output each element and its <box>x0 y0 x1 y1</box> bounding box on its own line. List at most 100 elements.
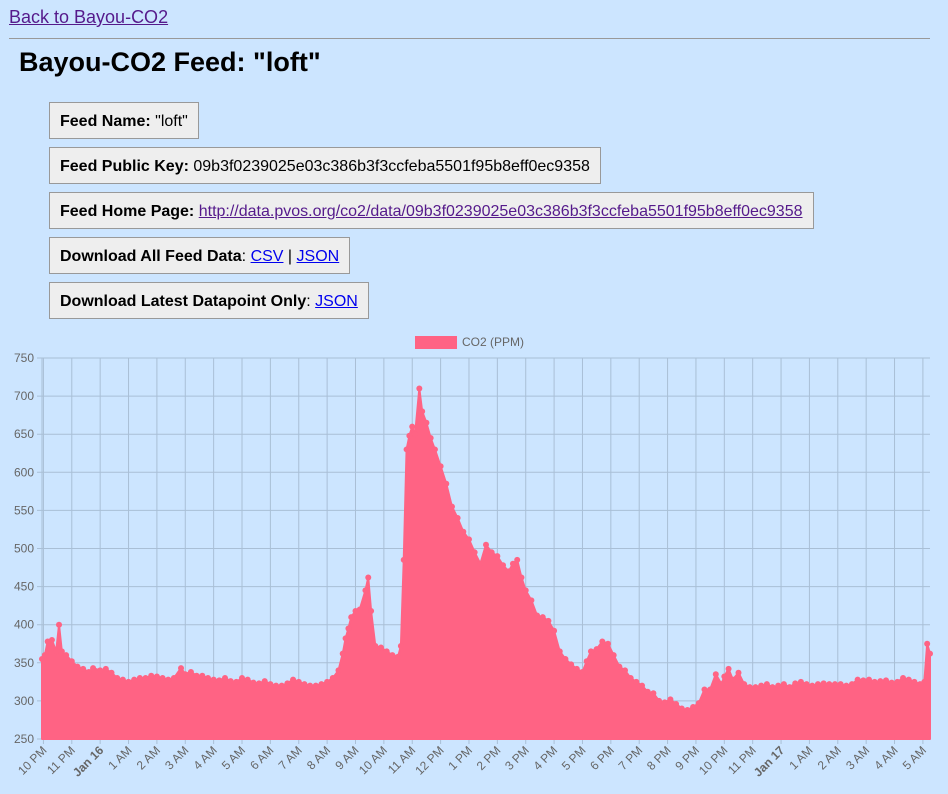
x-tick-label: Jan 16 <box>70 743 107 780</box>
home-page-label: Feed Home Page: <box>60 203 195 220</box>
data-point <box>153 673 160 680</box>
data-point <box>735 669 742 676</box>
data-point <box>721 673 728 680</box>
data-point <box>616 663 623 670</box>
data-point <box>48 636 55 643</box>
data-point <box>131 676 138 683</box>
x-tick-label: Jan 17 <box>751 743 788 780</box>
co2-area <box>41 387 931 740</box>
data-point <box>216 677 223 684</box>
home-page-link[interactable]: http://data.pvos.org/co2/data/09b3f02390… <box>198 203 803 220</box>
data-point <box>210 676 217 683</box>
data-point <box>599 638 606 645</box>
data-point <box>639 682 646 689</box>
download-all-box: Download All Feed Data: CSV | JSON <box>49 237 351 274</box>
data-point <box>97 667 104 674</box>
data-point <box>604 640 611 647</box>
x-tick-label: 3 AM <box>843 743 872 772</box>
data-point <box>545 617 552 624</box>
data-point <box>193 672 200 679</box>
data-point <box>921 678 928 685</box>
y-tick-label: 700 <box>14 389 34 403</box>
data-point <box>690 703 697 710</box>
data-point <box>182 671 189 678</box>
legend-label: CO2 (PPM) <box>462 335 524 349</box>
x-tick-label: 11 AM <box>385 743 418 776</box>
data-point <box>431 446 438 453</box>
feed-name-label: Feed Name: <box>60 113 151 130</box>
data-point <box>927 650 933 657</box>
data-point <box>667 696 674 703</box>
data-point <box>437 463 444 470</box>
data-point <box>678 705 685 712</box>
data-point <box>383 648 390 655</box>
x-tick-label: 1 AM <box>786 743 815 772</box>
data-point <box>729 676 736 683</box>
y-tick-label: 650 <box>14 427 34 441</box>
data-point <box>583 658 590 665</box>
data-point <box>348 614 355 621</box>
data-point <box>102 665 109 672</box>
data-point <box>809 682 816 689</box>
data-point <box>63 652 70 659</box>
y-tick-label: 750 <box>14 351 34 365</box>
data-point <box>746 684 753 691</box>
data-point <box>267 681 274 688</box>
data-point <box>792 680 799 687</box>
latest-json-link[interactable]: JSON <box>315 293 358 310</box>
data-point <box>775 682 782 689</box>
data-point <box>741 681 748 688</box>
json-download-link[interactable]: JSON <box>296 248 340 265</box>
data-point <box>409 423 416 430</box>
data-point <box>752 684 759 691</box>
data-point <box>119 676 126 683</box>
feed-name-box: Feed Name: "loft" <box>49 102 199 139</box>
data-point <box>233 678 240 685</box>
data-point <box>568 661 575 668</box>
data-point <box>627 675 634 682</box>
x-tick-label: 10 PM <box>696 743 730 777</box>
data-point <box>312 682 319 689</box>
back-link[interactable]: Back to Bayou-CO2 <box>9 7 169 27</box>
x-tick-label: 4 AM <box>871 743 900 772</box>
data-point <box>53 648 60 655</box>
x-tick-label: 8 PM <box>644 743 674 773</box>
data-point <box>356 606 363 613</box>
data-point <box>477 560 484 567</box>
data-point <box>866 676 873 683</box>
csv-download-link[interactable]: CSV <box>250 248 284 265</box>
data-point <box>368 607 375 614</box>
data-point <box>454 515 461 522</box>
data-point <box>656 697 663 704</box>
data-point <box>622 667 629 674</box>
data-point <box>712 671 719 678</box>
data-point <box>911 678 918 685</box>
data-point <box>372 643 379 650</box>
data-point <box>894 678 901 685</box>
data-point <box>378 644 385 651</box>
data-point <box>342 635 349 642</box>
data-point <box>159 675 166 682</box>
data-point <box>170 675 177 682</box>
data-point <box>204 675 211 682</box>
data-point <box>562 655 569 662</box>
y-tick-label: 600 <box>14 465 34 479</box>
data-point <box>701 686 708 693</box>
data-point <box>684 707 691 714</box>
data-point <box>56 621 63 628</box>
y-tick-label: 550 <box>14 503 34 517</box>
data-point <box>278 682 285 689</box>
data-point <box>797 678 804 685</box>
data-point <box>509 560 516 567</box>
divider <box>9 38 930 39</box>
data-point <box>905 676 912 683</box>
data-point <box>860 677 867 684</box>
data-point <box>924 640 931 647</box>
page-title: Bayou-CO2 Feed: "loft" <box>19 47 321 77</box>
data-point <box>423 419 430 426</box>
download-latest-sep: : <box>306 293 311 310</box>
legend-swatch <box>415 336 457 349</box>
data-point <box>412 431 419 438</box>
data-point <box>427 435 434 442</box>
data-point <box>514 556 521 563</box>
